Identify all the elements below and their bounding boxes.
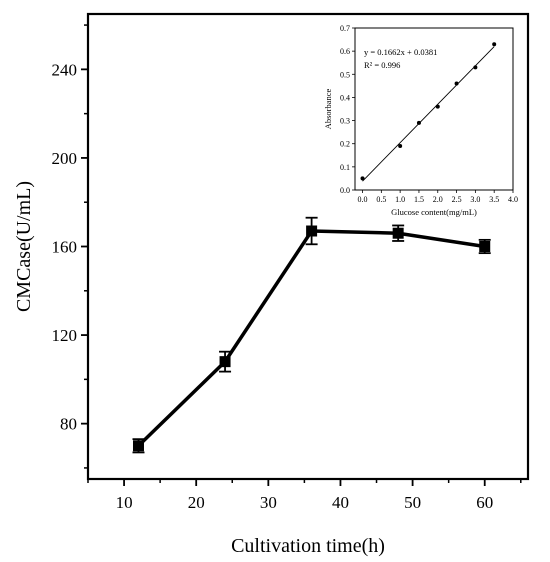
y-tick-label: 200	[52, 149, 78, 168]
inset-y-tick-label: 0.5	[340, 70, 350, 79]
inset-y-tick-label: 0.4	[340, 93, 350, 102]
inset-y-tick-label: 0.1	[340, 163, 350, 172]
fit-equation: y = 0.1662x + 0.0381	[364, 47, 437, 57]
inset-x-tick-label: 2.0	[433, 195, 443, 204]
r-squared: R² = 0.996	[364, 60, 400, 70]
y-tick-label: 160	[52, 238, 78, 257]
inset-y-axis-label: Absorbance	[323, 88, 333, 129]
x-axis-label: Cultivation time(h)	[231, 535, 385, 557]
inset-data-point	[492, 42, 497, 47]
data-point	[306, 225, 318, 237]
x-tick-label: 40	[332, 493, 349, 512]
inset-y-tick-label: 0.7	[340, 24, 350, 33]
inset-x-tick-label: 2.5	[452, 195, 462, 204]
series-line	[137, 229, 485, 448]
y-tick-label: 80	[60, 415, 77, 434]
y-tick-label: 240	[52, 60, 78, 79]
inset-y-tick-label: 0.3	[340, 117, 350, 126]
inset-data-point	[454, 81, 459, 86]
inset-y-tick-label: 0.2	[340, 140, 350, 149]
x-tick-label: 10	[116, 493, 133, 512]
x-tick-label: 50	[404, 493, 421, 512]
inset-x-tick-label: 3.0	[470, 195, 480, 204]
inset-x-tick-label: 0.0	[358, 195, 368, 204]
x-tick-label: 30	[260, 493, 277, 512]
inset-x-tick-label: 1.0	[395, 195, 405, 204]
inset-y-tick-label: 0.0	[340, 186, 350, 195]
inset-data-point	[435, 104, 440, 109]
inset-x-tick-label: 4.0	[508, 195, 518, 204]
data-point	[219, 356, 231, 368]
inset-x-tick-label: 1.5	[414, 195, 424, 204]
inset-data-point	[360, 176, 365, 181]
main-plot: 10 20 30 40 50 60 80 120 160 200 240 Cultivation ti…	[13, 12, 530, 557]
data-point	[479, 241, 491, 252]
y-axis-label: CMCase(U/mL)	[13, 181, 35, 312]
inset-data-point	[416, 120, 421, 125]
inset-x-tick-label: 3.5	[489, 195, 499, 204]
inset-plot: 0.0 0.5 1.0 1.5 2.0 2.5 3.0 3.5 4.0 0.0 0.1 0.2 0.3 0…	[323, 24, 518, 217]
data-point	[392, 227, 404, 239]
inset-data-point	[473, 65, 478, 70]
inset-x-tick-label: 0.5	[376, 195, 386, 204]
inset-x-axis-label: Glucose content(mg/mL)	[391, 207, 477, 217]
x-tick-label: 20	[188, 493, 205, 512]
inset-y-tick-label: 0.6	[340, 47, 350, 56]
x-tick-label: 60	[476, 493, 493, 512]
data-point	[132, 440, 144, 452]
fit-line	[362, 46, 495, 182]
y-tick-label: 120	[52, 326, 78, 345]
inset-data-point	[398, 144, 403, 149]
inset-frame	[354, 27, 514, 191]
